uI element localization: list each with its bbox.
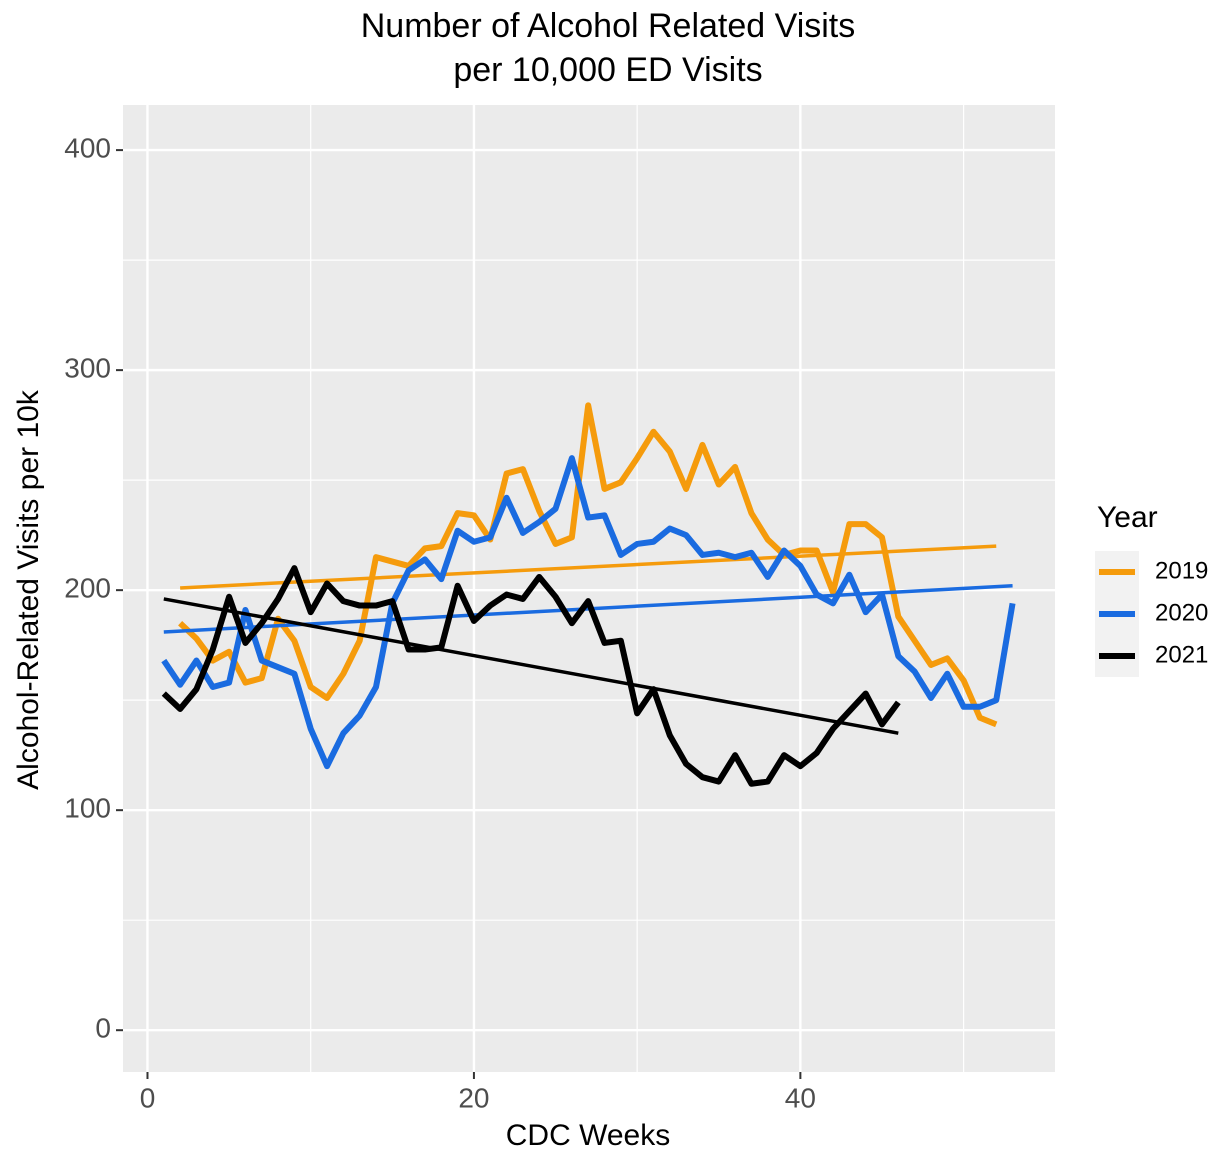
legend-label: 2020: [1155, 599, 1208, 626]
x-axis-label: CDC Weeks: [506, 1119, 670, 1151]
plot-panel: [123, 105, 1055, 1072]
y-tick-label: 200: [64, 573, 111, 604]
y-tick-label: 300: [64, 353, 111, 384]
y-tick-label: 0: [95, 1013, 111, 1044]
y-tick-label: 400: [64, 132, 111, 163]
series-line: [178, 402, 998, 728]
x-tick-label: 0: [140, 1082, 156, 1113]
legend-label: 2019: [1155, 557, 1208, 584]
y-tick-label: 100: [64, 793, 111, 824]
legend-title: Year: [1097, 501, 1158, 534]
legend-label: 2021: [1155, 641, 1208, 668]
x-tick-label: 20: [458, 1082, 489, 1113]
trend-line: [163, 597, 899, 735]
chart-title: Number of Alcohol Related Visits: [361, 7, 856, 45]
y-axis-label: Alcohol-Related Visits per 10k: [12, 389, 45, 790]
x-tick-label: 40: [785, 1082, 816, 1113]
series-line: [161, 565, 901, 787]
chart-title: per 10,000 ED Visits: [453, 51, 762, 89]
series-line: [161, 455, 1016, 770]
trend-line: [180, 544, 997, 590]
